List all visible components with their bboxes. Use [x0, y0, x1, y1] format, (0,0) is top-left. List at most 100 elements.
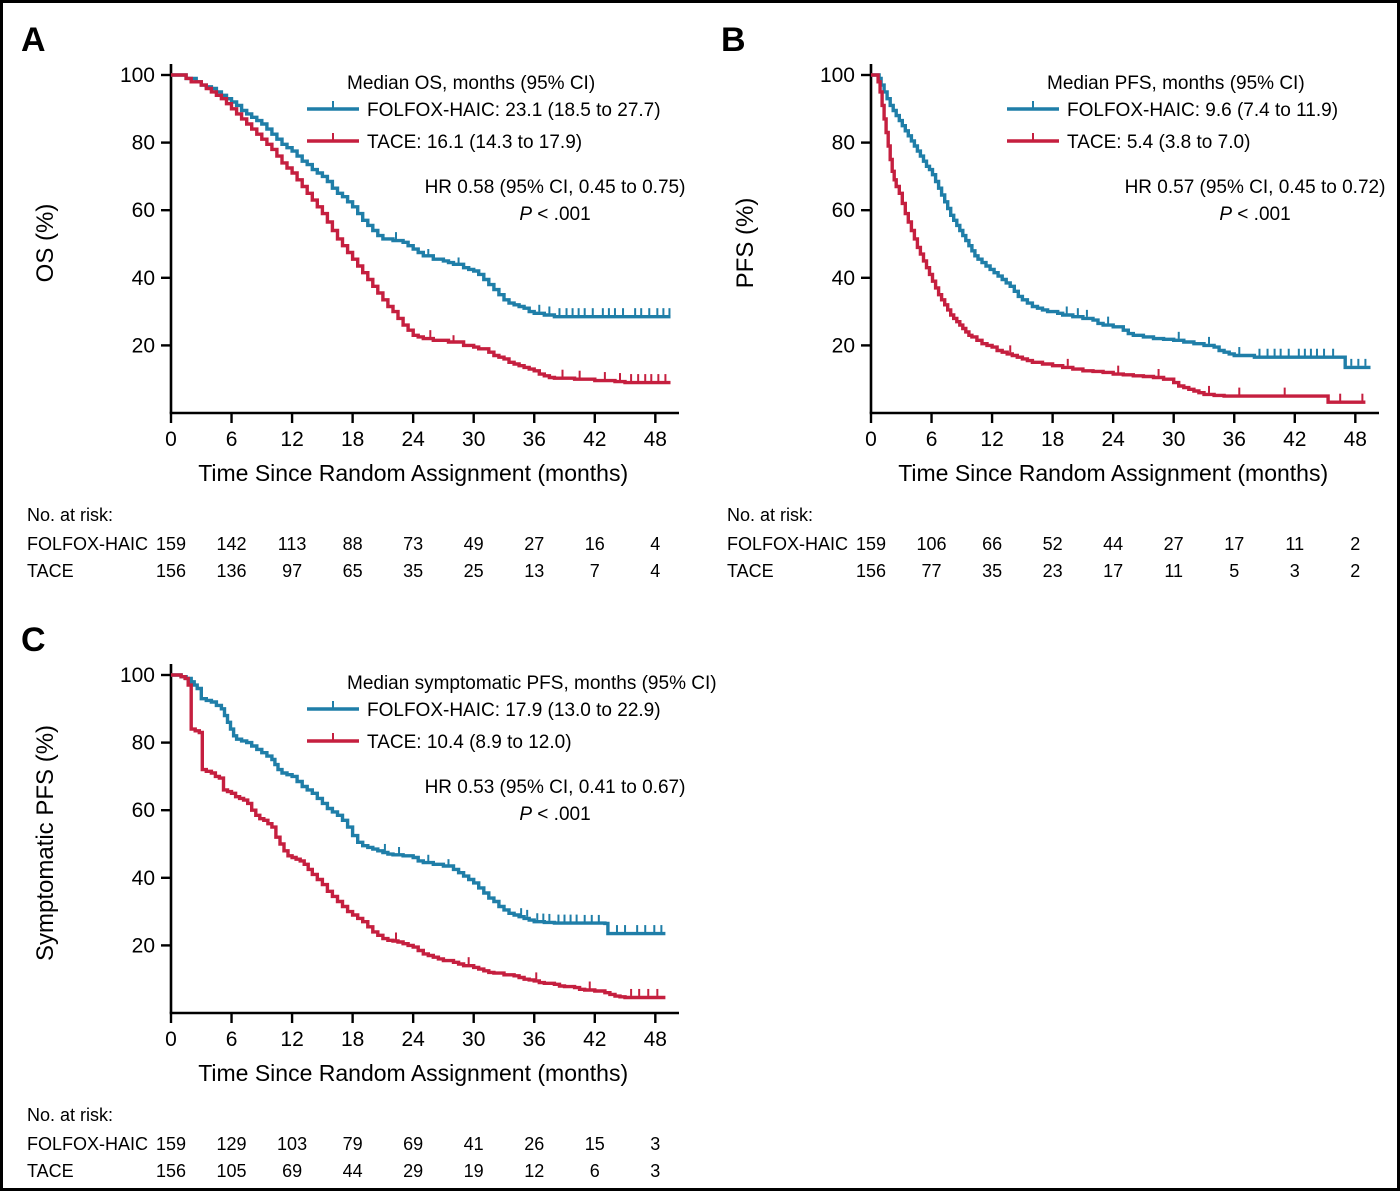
x-tick-label: 18	[341, 428, 364, 451]
y-tick-label: 60	[832, 199, 855, 222]
x-tick-label: 12	[280, 1028, 303, 1051]
y-tick-label: 80	[832, 132, 855, 155]
y-tick-label: 40	[132, 267, 155, 290]
risk-count: 23	[1043, 561, 1063, 581]
risk-row-tace: TACE 156 136 97 65 35 25 13 7 4	[27, 561, 660, 581]
risk-count: 12	[524, 1161, 544, 1181]
risk-count: 156	[156, 1161, 186, 1181]
hr-annotation: HR 0.57 (95% CI, 0.45 to 0.72)	[1125, 177, 1386, 198]
risk-count: 27	[1164, 534, 1184, 554]
risk-row-name: TACE	[27, 1161, 74, 1181]
risk-count: 142	[217, 534, 247, 554]
risk-count: 105	[217, 1161, 247, 1181]
x-tick-label: 30	[462, 428, 485, 451]
censor-ticks-tace	[395, 932, 659, 996]
y-tick-label: 20	[832, 334, 855, 357]
x-tick-label: 12	[280, 428, 303, 451]
risk-count: 11	[1164, 561, 1183, 581]
y-tick-label: 80	[132, 132, 155, 155]
y-axis-title: OS (%)	[32, 204, 59, 283]
x-tick-label: 24	[1101, 428, 1125, 451]
x-tick-label: 48	[644, 1028, 667, 1051]
risk-row-tace: TACE 156 77 35 23 17 11 5 3 2	[727, 561, 1360, 581]
risk-count: 13	[524, 561, 544, 581]
x-tick-label: 24	[401, 428, 425, 451]
x-tick-label: 18	[1041, 428, 1064, 451]
risk-row-name: FOLFOX-HAIC	[27, 534, 148, 554]
risk-row-name: TACE	[27, 561, 74, 581]
x-tick-label: 0	[165, 428, 177, 451]
x-tick-label: 6	[926, 428, 938, 451]
legend-entry-folfox-haic: FOLFOX-HAIC: 17.9 (13.0 to 22.9)	[307, 700, 661, 721]
hr-annotation: HR 0.53 (95% CI, 0.41 to 0.67)	[425, 777, 686, 798]
x-tick-label: 42	[583, 1028, 606, 1051]
panel-b-chart: B PFS (%) 100 80 60 40 20 0 6 12 18 24 30 36 42 48 Time …	[721, 21, 1386, 581]
risk-table-label: No. at risk:	[27, 1105, 113, 1125]
y-tick-label: 80	[132, 732, 155, 755]
censor-ticks-tace	[429, 330, 667, 382]
y-tick-label: 40	[832, 267, 855, 290]
legend-label: TACE: 16.1 (14.3 to 17.9)	[367, 132, 582, 153]
x-tick-label: 24	[401, 1028, 425, 1051]
x-tick-label: 30	[462, 1028, 485, 1051]
risk-row-tace: TACE 156 105 69 44 29 19 12 6 3	[27, 1161, 660, 1181]
p-value-annotation: P < .001	[1219, 204, 1290, 225]
x-tick-label: 36	[523, 1028, 546, 1051]
risk-count: 6	[590, 1161, 600, 1181]
legend-entry-folfox-haic: FOLFOX-HAIC: 23.1 (18.5 to 27.7)	[307, 100, 661, 121]
risk-count: 15	[585, 1134, 605, 1154]
legend-entry-folfox-haic: FOLFOX-HAIC: 9.6 (7.4 to 11.9)	[1007, 100, 1338, 121]
risk-row-name: FOLFOX-HAIC	[727, 534, 848, 554]
x-tick-label: 36	[523, 428, 546, 451]
risk-count: 29	[403, 1161, 423, 1181]
risk-row-folfox-haic: FOLFOX-HAIC 159 106 66 52 44 27 17 11 2	[727, 534, 1360, 554]
x-tick-label: 42	[583, 428, 606, 451]
x-tick-label: 6	[226, 428, 238, 451]
x-tick-label: 48	[1344, 428, 1367, 451]
risk-row-name: TACE	[727, 561, 774, 581]
x-tick-label: 18	[341, 1028, 364, 1051]
legend-label: FOLFOX-HAIC: 9.6 (7.4 to 11.9)	[1067, 100, 1338, 121]
risk-row-folfox-haic: FOLFOX-HAIC 159 142 113 88 73 49 27 16 4	[27, 534, 660, 554]
x-tick-label: 42	[1283, 428, 1306, 451]
legend-label: TACE: 10.4 (8.9 to 12.0)	[367, 732, 572, 753]
risk-count: 4	[650, 534, 660, 554]
risk-count: 97	[282, 561, 302, 581]
risk-count: 159	[156, 1134, 186, 1154]
x-axis-title: Time Since Random Assignment (months)	[198, 1060, 628, 1086]
panel-letter: B	[721, 21, 746, 59]
x-tick-label: 12	[980, 428, 1003, 451]
y-axis-title: PFS (%)	[732, 198, 759, 289]
legend-entry-tace: TACE: 5.4 (3.8 to 7.0)	[1007, 132, 1250, 153]
x-tick-label: 6	[226, 1028, 238, 1051]
y-tick-label: 20	[132, 934, 155, 957]
risk-count: 52	[1043, 534, 1063, 554]
y-tick-label: 100	[120, 664, 155, 687]
km-curve-tace	[871, 73, 1366, 404]
risk-table: No. at risk:FOLFOX-HAIC 159 106 66 52 44 27 17 1…	[727, 505, 1360, 581]
risk-count: 156	[156, 561, 186, 581]
legend-label: TACE: 5.4 (3.8 to 7.0)	[1067, 132, 1250, 153]
censor-ticks-folfox-haic	[383, 843, 663, 933]
risk-count: 41	[464, 1134, 484, 1154]
risk-count: 3	[650, 1161, 660, 1181]
risk-count: 7	[590, 561, 600, 581]
risk-count: 25	[464, 561, 484, 581]
y-tick-label: 100	[120, 64, 155, 87]
legend-title: Median PFS, months (95% CI)	[1047, 73, 1305, 94]
risk-count: 35	[403, 561, 423, 581]
risk-count: 69	[403, 1134, 423, 1154]
risk-count: 159	[856, 534, 886, 554]
legend-entry-tace: TACE: 10.4 (8.9 to 12.0)	[307, 732, 572, 753]
km-curve-tace	[171, 673, 666, 1000]
risk-count: 66	[982, 534, 1002, 554]
legend-entry-tace: TACE: 16.1 (14.3 to 17.9)	[307, 132, 582, 153]
panel-b: B PFS (%) 100 80 60 40 20 0 6 12 18 24 30 36 42 48 Time …	[703, 3, 1400, 603]
risk-count: 159	[156, 534, 186, 554]
km-curve-folfox-haic	[171, 673, 666, 936]
risk-count: 44	[343, 1161, 363, 1181]
km-curve-folfox-haic	[171, 73, 671, 319]
panel-letter: A	[21, 21, 46, 59]
x-tick-label: 48	[644, 428, 667, 451]
x-tick-label: 36	[1223, 428, 1246, 451]
